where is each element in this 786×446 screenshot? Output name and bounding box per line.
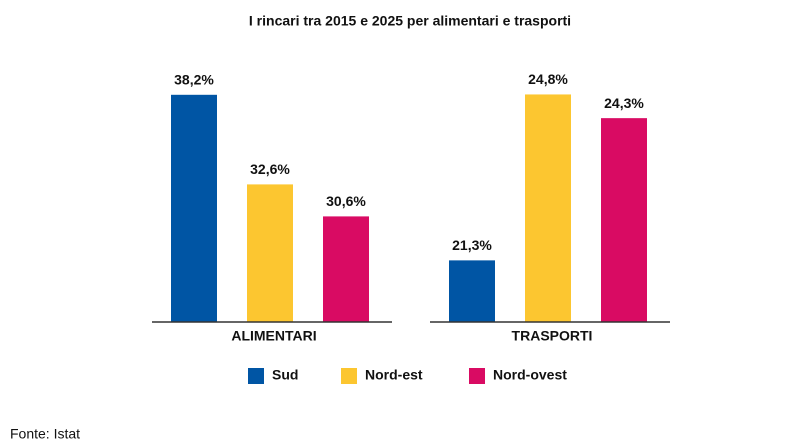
value-label: 21,3% (452, 237, 492, 253)
legend-label: Nord-est (365, 367, 423, 383)
value-label: 30,6% (326, 193, 366, 209)
legend-label: Nord-ovest (493, 367, 567, 383)
bar (601, 118, 647, 322)
value-label: 24,8% (528, 71, 568, 87)
value-label: 24,3% (604, 95, 644, 111)
legend-swatch (248, 368, 264, 384)
value-label: 38,2% (174, 72, 214, 88)
bar (171, 94, 217, 322)
bar (449, 260, 495, 322)
bar (323, 216, 369, 322)
chart-title: I rincari tra 2015 e 2025 per alimentari… (249, 13, 571, 29)
value-label: 32,6% (250, 161, 290, 177)
x-tick-label: ALIMENTARI (231, 328, 316, 344)
x-tick-label: TRASPORTI (512, 328, 593, 344)
legend-swatch (469, 368, 485, 384)
bar (525, 94, 571, 322)
legend-label: Sud (272, 367, 298, 383)
legend-swatch (341, 368, 357, 384)
bar (247, 184, 293, 322)
source: Fonte: Istat (10, 426, 80, 442)
